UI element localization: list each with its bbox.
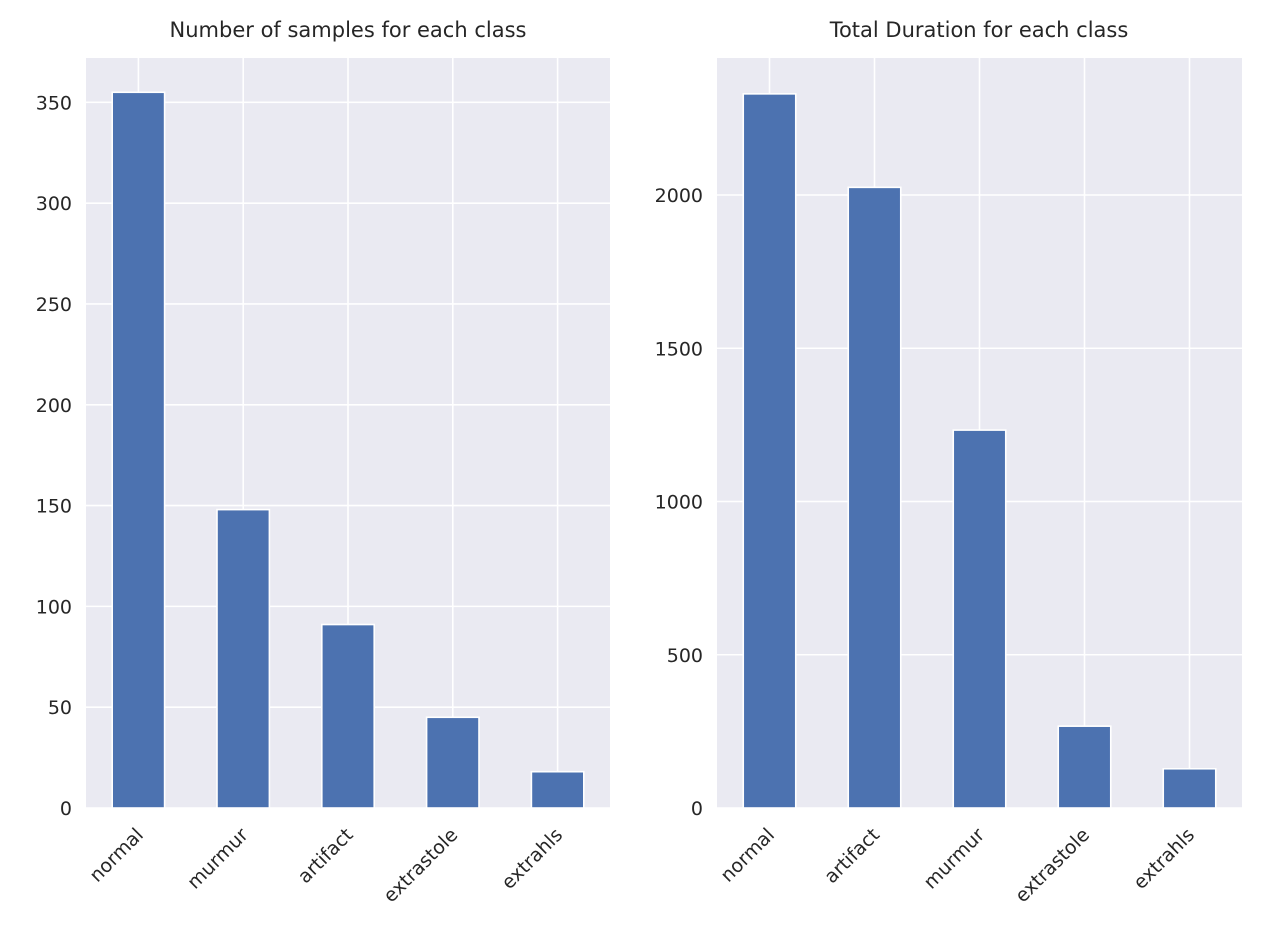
- y-tick-label: 50: [48, 697, 72, 719]
- chart-samples-per-class: 0 50 100 150 200 250 300 350 normal murmur artifac…: [36, 18, 610, 907]
- x-tick-label-normal: normal: [716, 824, 779, 887]
- y-tick-label: 200: [36, 395, 72, 417]
- chart-title-duration: Total Duration for each class: [829, 18, 1129, 42]
- x-tick-label-murmur: murmur: [919, 824, 989, 894]
- y-tick-label: 2000: [655, 185, 703, 207]
- y-tick-label: 0: [60, 798, 72, 820]
- y-tick-label: 0: [691, 798, 703, 820]
- bar-murmur: [952, 429, 1007, 809]
- bar-normal: [742, 93, 797, 809]
- y-tick-label: 250: [36, 294, 72, 316]
- bar-extrastole: [1057, 725, 1112, 809]
- bar-extrastole: [425, 716, 480, 809]
- x-tick-label-extrastole: extrastole: [379, 824, 462, 907]
- y-tick-label: 350: [36, 92, 72, 114]
- x-tick-label-extrahls: extrahls: [1129, 824, 1199, 894]
- y-tick-label: 500: [667, 645, 703, 667]
- bar-normal: [111, 91, 166, 809]
- bar-artifact: [320, 623, 375, 809]
- x-tick-label-artifact: artifact: [820, 824, 884, 888]
- bar-extrahls: [530, 770, 585, 809]
- chart-title-samples: Number of samples for each class: [170, 18, 527, 42]
- bar-extrahls: [1162, 767, 1217, 809]
- y-tick-label: 150: [36, 496, 72, 518]
- x-tick-label-murmur: murmur: [183, 824, 253, 894]
- bar-artifact: [847, 186, 902, 809]
- y-tick-label: 300: [36, 193, 72, 215]
- chart-duration-per-class: 0 500 1000 1500 2000 normal artifact murmur extr…: [655, 18, 1242, 907]
- x-tick-label-normal: normal: [85, 824, 148, 887]
- x-tick-label-artifact: artifact: [294, 824, 358, 888]
- y-tick-label: 100: [36, 596, 72, 618]
- x-tick-label-extrastole: extrastole: [1011, 824, 1094, 907]
- y-tick-label: 1000: [655, 492, 703, 514]
- bar-murmur: [216, 508, 271, 809]
- x-tick-label-extrahls: extrahls: [497, 824, 567, 894]
- y-tick-label: 1500: [655, 338, 703, 360]
